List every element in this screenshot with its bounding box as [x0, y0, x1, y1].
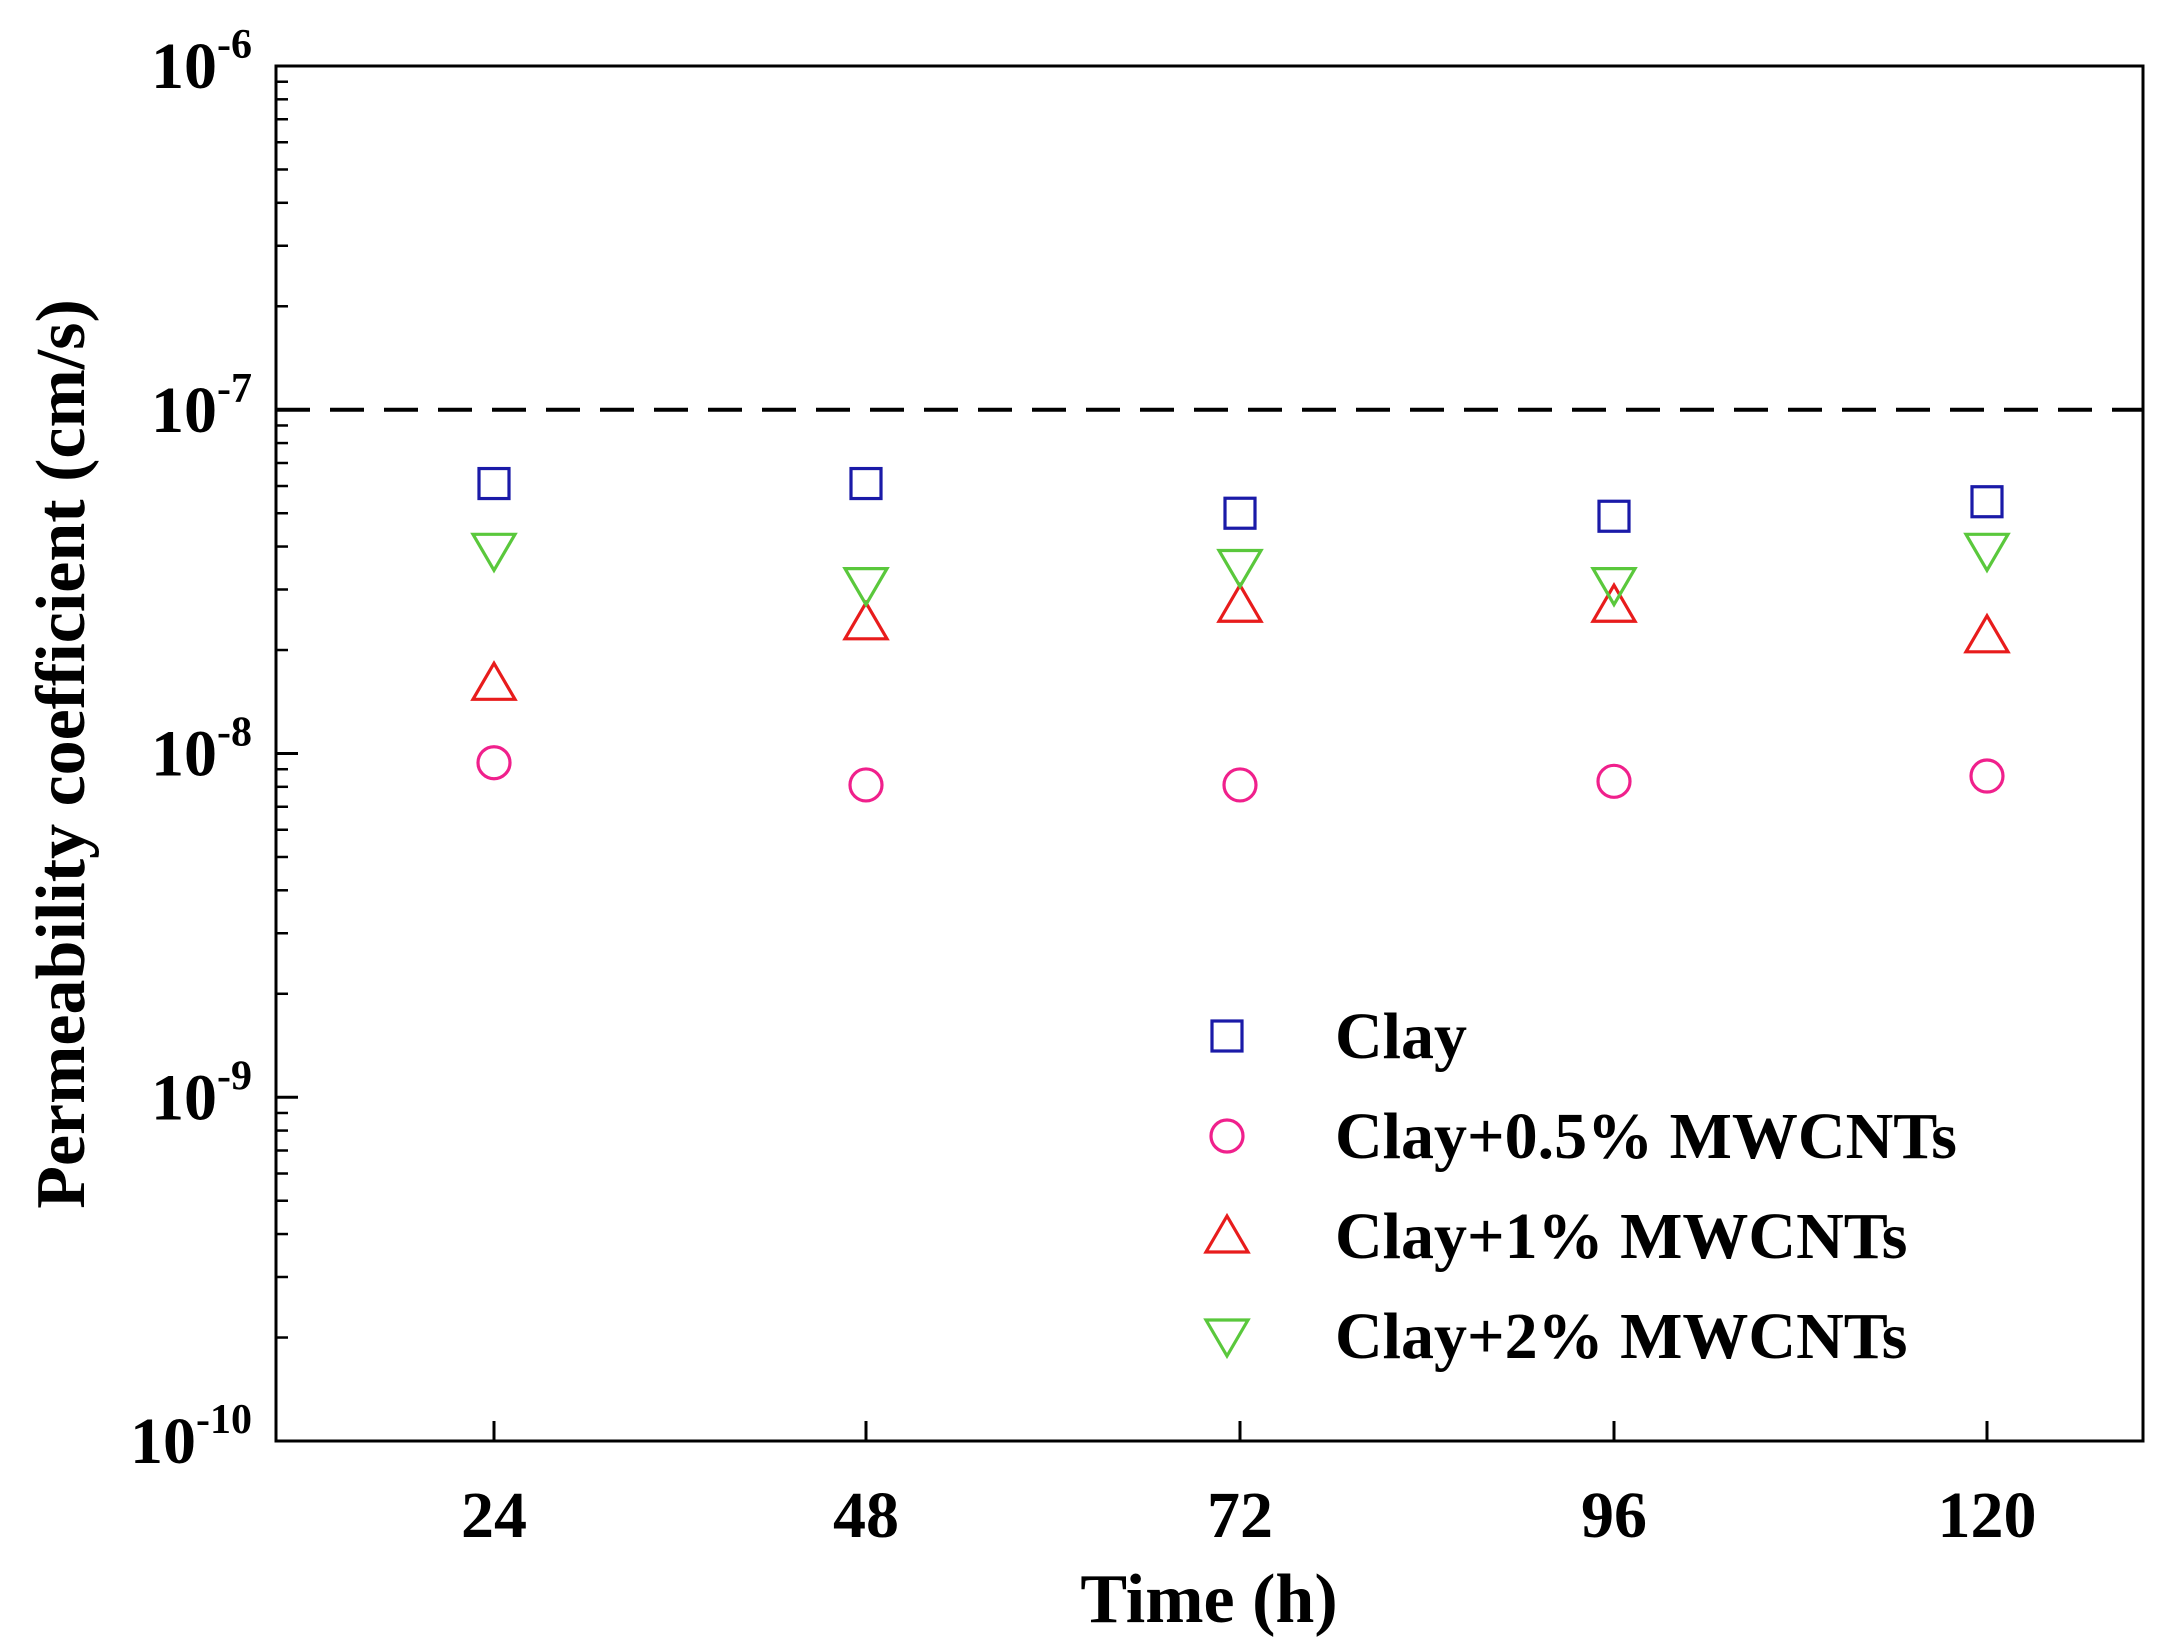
y-tick-label: 10-7: [151, 366, 252, 447]
data-point-series-0: [1970, 485, 2004, 519]
y-tick-exponent: -10: [196, 1397, 252, 1443]
y-tick-exponent: -6: [217, 22, 252, 68]
data-point-series-3: [1216, 548, 1264, 590]
legend-label: Clay+0.5% MWCNTs: [1335, 1100, 1957, 1173]
y-tick-base: 10: [151, 30, 217, 103]
y-tick-labels: 10-610-710-810-910-10: [130, 22, 252, 1478]
data-point-series-1: [848, 767, 884, 803]
data-point-series-0: [1597, 499, 1631, 533]
data-point-series-3: [842, 566, 890, 608]
data-point-series-2: [1590, 582, 1638, 623]
legend-marker-circle: [1209, 1118, 1245, 1154]
y-tick-label: 10-8: [151, 710, 252, 791]
legend-label: Clay+1% MWCNTs: [1335, 1200, 1907, 1273]
legend-marker-triangle-down: [1203, 1318, 1251, 1360]
legend-marker-triangle-up: [1203, 1212, 1251, 1254]
y-tick-label: 10-6: [151, 22, 252, 103]
y-tick-label: 10-9: [151, 1053, 252, 1134]
legend-marker-square: [1210, 1019, 1244, 1053]
data-point-series-1: [1222, 767, 1258, 803]
x-tick-label: 48: [833, 1479, 899, 1552]
x-axis-title: Time (h): [1080, 1561, 1337, 1638]
y-tick-base: 10: [130, 1405, 196, 1478]
x-tick-label: 24: [461, 1479, 527, 1552]
x-tick-label: 96: [1581, 1479, 1647, 1552]
data-point-series-3: [470, 532, 518, 574]
y-tick-label: 10-10: [130, 1397, 252, 1478]
y-tick-base: 10: [151, 718, 217, 791]
data-point-series-2: [842, 599, 890, 641]
data-point-series-0: [477, 466, 511, 501]
x-tick-label: 72: [1207, 1479, 1273, 1552]
y-axis-title: Permeability coefficient (cm/s): [23, 299, 100, 1209]
y-tick-exponent: -9: [217, 1053, 252, 1099]
data-marks: [470, 466, 2011, 803]
y-tick-exponent: -8: [217, 710, 252, 756]
legend-label: Clay: [1335, 1000, 1467, 1073]
data-point-series-2: [1216, 582, 1264, 623]
y-minor-ticks: [276, 80, 288, 1339]
data-point-series-3: [1590, 566, 1638, 608]
y-tick-exponent: -7: [217, 366, 252, 412]
legend-label: Clay+2% MWCNTs: [1335, 1300, 1907, 1373]
data-point-series-3: [1963, 532, 2011, 574]
data-point-series-1: [1969, 758, 2005, 794]
data-point-series-0: [1223, 496, 1257, 530]
data-point-series-2: [470, 660, 518, 701]
data-point-series-2: [1963, 612, 2011, 654]
data-point-series-0: [849, 466, 883, 501]
data-point-series-1: [1596, 763, 1632, 799]
x-tick-labels: 24 48 72 96 120: [461, 1479, 2037, 1552]
legend: Clay Clay+0.5% MWCNTs Clay+1% MWCNTs Clay+2…: [1203, 1000, 1957, 1373]
y-tick-base: 10: [151, 1061, 217, 1134]
y-tick-base: 10: [151, 374, 217, 447]
x-tick-label: 120: [1938, 1479, 2037, 1552]
data-point-series-1: [476, 745, 512, 781]
